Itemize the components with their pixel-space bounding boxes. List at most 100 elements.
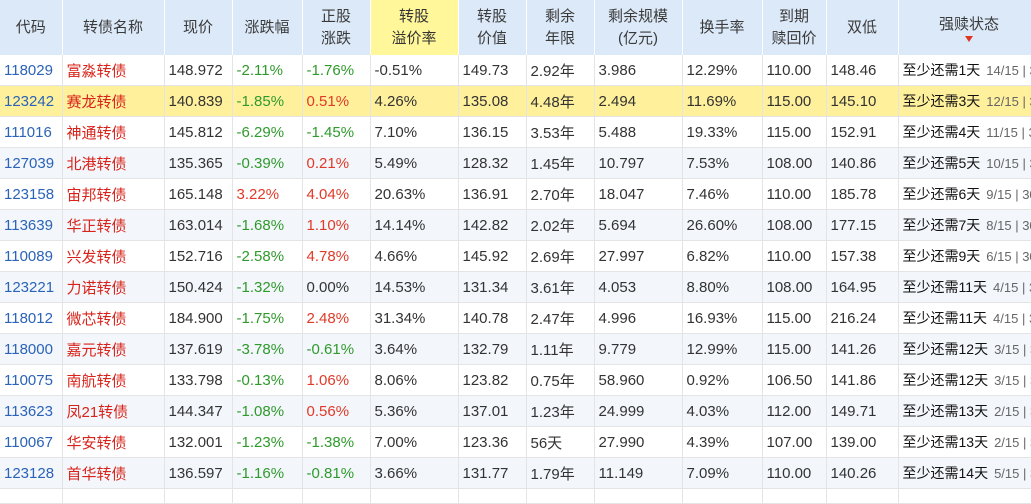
- cell-chg: -1.75%: [232, 302, 303, 334]
- table-row[interactable]: 110089 兴发转债 152.716 -2.58% 4.78% 4.66% 145.92 2…: [0, 240, 1031, 272]
- cell-size: 4.053: [594, 271, 683, 303]
- cell-years: 56天: [526, 426, 595, 458]
- cell-code[interactable]: 118000: [0, 333, 63, 365]
- cell-code[interactable]: 111016: [0, 116, 63, 148]
- cell-turnover: 4.39%: [682, 426, 763, 458]
- cell-name[interactable]: 赛龙转债: [62, 85, 165, 117]
- table-row[interactable]: 123221 力诺转债 150.424 -1.32% 0.00% 14.53% 131.34…: [0, 271, 1031, 303]
- table-row[interactable]: 113623 凤21转债 144.347 -1.08% 0.56% 5.36% 137.01…: [0, 395, 1031, 427]
- cell-conv_value: 123.36: [458, 426, 527, 458]
- cell-name[interactable]: 北港转债: [62, 147, 165, 179]
- cell-stock_chg: -0.81%: [302, 457, 371, 489]
- cell-name[interactable]: 华正转债: [62, 209, 165, 241]
- cell-premium: 20.63%: [370, 178, 459, 210]
- table-row[interactable]: 123158 宙邦转债 165.148 3.22% 4.04% 20.63% 136.91 2…: [0, 178, 1031, 210]
- column-header-years[interactable]: 剩余 年限: [526, 0, 595, 55]
- cell-premium: -0.51%: [370, 55, 459, 86]
- cell-name[interactable]: 南航转债: [62, 364, 165, 396]
- column-header-redeem[interactable]: 到期 赎回价: [762, 0, 827, 55]
- cell-code[interactable]: 118012: [0, 302, 63, 334]
- cell-years: 1.45年: [526, 147, 595, 179]
- column-header-price[interactable]: 现价: [164, 0, 233, 55]
- cell-code[interactable]: 123221: [0, 271, 63, 303]
- cell-price: 152.716: [164, 240, 233, 272]
- cell-name[interactable]: 首华转债: [62, 457, 165, 489]
- column-header-size[interactable]: 剩余规模 (亿元): [594, 0, 683, 55]
- cell-turnover: 26.60%: [682, 209, 763, 241]
- column-header-chg[interactable]: 涨跌幅: [232, 0, 303, 55]
- empty-cell: [526, 488, 595, 504]
- cell-code[interactable]: 113623: [0, 395, 63, 427]
- cell-double_low: 141.86: [826, 364, 899, 396]
- cell-conv_value: 140.78: [458, 302, 527, 334]
- cell-name[interactable]: 嘉元转债: [62, 333, 165, 365]
- cell-years: 2.70年: [526, 178, 595, 210]
- cell-code[interactable]: 110089: [0, 240, 63, 272]
- cell-name[interactable]: 华安转债: [62, 426, 165, 458]
- table-row[interactable]: 118012 微芯转债 184.900 -1.75% 2.48% 31.34% 140.78…: [0, 302, 1031, 334]
- cell-status: 至少还需14天 5/15 | 30: [898, 457, 1031, 489]
- table-row[interactable]: 110075 南航转债 133.798 -0.13% 1.06% 8.06% 123.82 0…: [0, 364, 1031, 396]
- column-header-conv_value[interactable]: 转股 价值: [458, 0, 527, 55]
- empty-cell: [232, 488, 303, 504]
- cell-code[interactable]: 118029: [0, 55, 63, 86]
- cell-name[interactable]: 力诺转债: [62, 271, 165, 303]
- cell-price: 135.365: [164, 147, 233, 179]
- column-header-stock_chg[interactable]: 正股 涨跌: [302, 0, 371, 55]
- redeem-status-text: 至少还需5天: [902, 155, 981, 171]
- cell-status: 至少还需11天 4/15 | 30: [898, 302, 1031, 334]
- table-row[interactable]: 113639 华正转债 163.014 -1.68% 1.10% 14.14% 142.82…: [0, 209, 1031, 241]
- redeem-status-text: 至少还需13天: [902, 403, 989, 419]
- cell-status: 至少还需3天 12/15 | 30: [898, 85, 1031, 117]
- cell-code[interactable]: 110067: [0, 426, 63, 458]
- cell-status: 至少还需6天 9/15 | 30: [898, 178, 1031, 210]
- cell-name[interactable]: 兴发转债: [62, 240, 165, 272]
- column-header-name[interactable]: 转债名称: [62, 0, 165, 55]
- column-header-double_low[interactable]: 双低: [826, 0, 899, 55]
- cell-name[interactable]: 神通转债: [62, 116, 165, 148]
- redeem-progress-count: 3/15 | 30: [994, 373, 1031, 388]
- cell-conv_value: 142.82: [458, 209, 527, 241]
- table-row[interactable]: 111016 神通转债 145.812 -6.29% -1.45% 7.10% 136.15…: [0, 116, 1031, 148]
- cell-name[interactable]: 凤21转债: [62, 395, 165, 427]
- redeem-status-text: 至少还需13天: [902, 434, 989, 450]
- table-row[interactable]: 118000 嘉元转债 137.619 -3.78% -0.61% 3.64% 132.79…: [0, 333, 1031, 365]
- table-row[interactable]: 123242 赛龙转债 140.839 -1.85% 0.51% 4.26% 135.08 4…: [0, 85, 1031, 117]
- table-row[interactable]: 123128 首华转债 136.597 -1.16% -0.81% 3.66% 131.77…: [0, 457, 1031, 489]
- redeem-progress-count: 9/15 | 30: [986, 187, 1031, 202]
- cell-turnover: 12.99%: [682, 333, 763, 365]
- cell-code[interactable]: 123158: [0, 178, 63, 210]
- sort-descending-icon[interactable]: [965, 35, 973, 42]
- cell-code[interactable]: 110075: [0, 364, 63, 396]
- cell-name[interactable]: 富淼转债: [62, 55, 165, 86]
- cell-redeem: 115.00: [762, 85, 827, 117]
- column-header-status[interactable]: 强赎状态: [898, 0, 1031, 55]
- table-row[interactable]: 118029 富淼转债 148.972 -2.11% -1.76% -0.51% 149.7…: [0, 55, 1031, 86]
- column-header-label-line2: 溢价率: [391, 29, 437, 47]
- column-header-turnover[interactable]: 换手率: [682, 0, 763, 55]
- cell-code[interactable]: 123242: [0, 85, 63, 117]
- cell-stock_chg: -1.38%: [302, 426, 371, 458]
- cell-chg: -2.11%: [232, 55, 303, 86]
- cell-price: 184.900: [164, 302, 233, 334]
- column-header-code[interactable]: 代码: [0, 0, 63, 55]
- cell-redeem: 108.00: [762, 147, 827, 179]
- column-header-premium[interactable]: 转股 溢价率: [370, 0, 459, 55]
- cell-chg: -0.39%: [232, 147, 303, 179]
- cell-price: 145.812: [164, 116, 233, 148]
- cell-size: 11.149: [594, 457, 683, 489]
- cell-name[interactable]: 微芯转债: [62, 302, 165, 334]
- cell-status: 至少还需4天 11/15 | 30: [898, 116, 1031, 148]
- cell-double_low: 177.15: [826, 209, 899, 241]
- cell-conv_value: 136.91: [458, 178, 527, 210]
- cell-premium: 5.36%: [370, 395, 459, 427]
- redeem-progress-count: 5/15 | 30: [994, 466, 1031, 481]
- table-row[interactable]: 127039 北港转债 135.365 -0.39% 0.21% 5.49% 128.32 1…: [0, 147, 1031, 179]
- cell-code[interactable]: 113639: [0, 209, 63, 241]
- table-row[interactable]: 110067 华安转债 132.001 -1.23% -1.38% 7.00% 123.36…: [0, 426, 1031, 458]
- cell-code[interactable]: 127039: [0, 147, 63, 179]
- cell-years: 2.69年: [526, 240, 595, 272]
- cell-stock_chg: 2.48%: [302, 302, 371, 334]
- cell-name[interactable]: 宙邦转债: [62, 178, 165, 210]
- cell-code[interactable]: 123128: [0, 457, 63, 489]
